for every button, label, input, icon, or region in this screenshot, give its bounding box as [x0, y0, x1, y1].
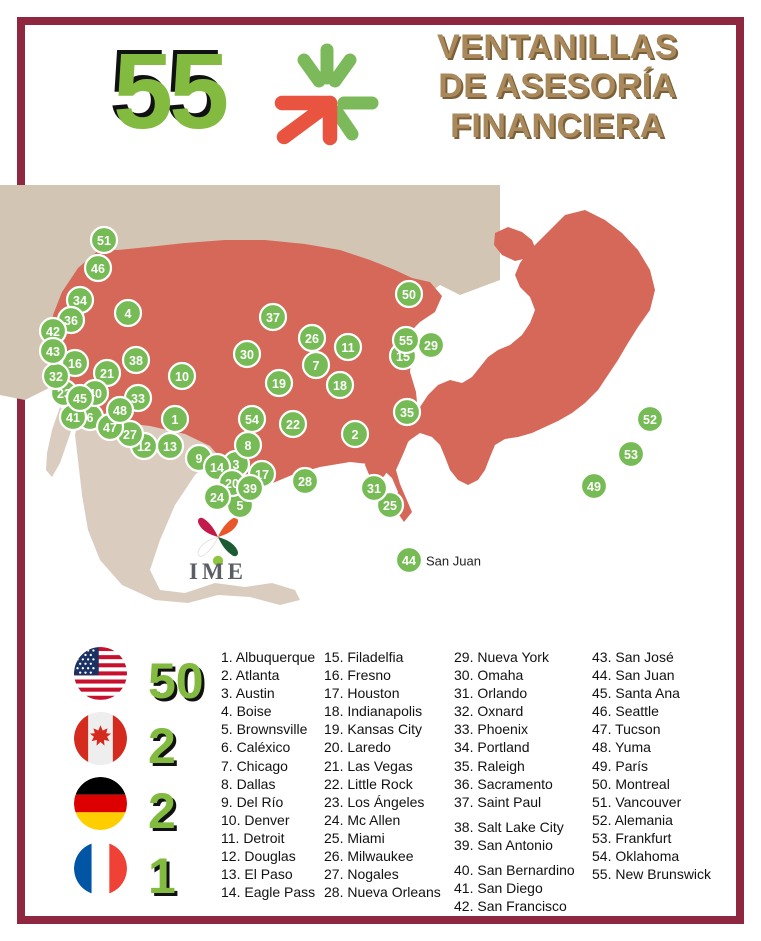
svg-text:37: 37	[266, 311, 280, 325]
svg-text:IME: IME	[189, 559, 247, 584]
svg-text:33: 33	[131, 392, 145, 406]
svg-text:26: 26	[305, 332, 319, 346]
svg-text:39: 39	[243, 482, 257, 496]
svg-text:8: 8	[245, 439, 252, 453]
svg-text:43: 43	[46, 345, 60, 359]
svg-text:San Juan: San Juan	[426, 554, 481, 569]
svg-text:29: 29	[424, 339, 438, 353]
svg-text:52: 52	[643, 413, 657, 427]
svg-text:53: 53	[624, 448, 638, 462]
svg-text:1: 1	[172, 413, 179, 427]
svg-text:54: 54	[245, 413, 259, 427]
svg-text:21: 21	[100, 367, 114, 381]
svg-text:51: 51	[97, 234, 111, 248]
svg-text:16: 16	[68, 357, 82, 371]
svg-text:6: 6	[87, 411, 94, 425]
svg-text:7: 7	[313, 359, 320, 373]
svg-text:13: 13	[163, 440, 177, 454]
svg-text:14: 14	[210, 461, 224, 475]
svg-text:22: 22	[286, 418, 300, 432]
svg-text:49: 49	[587, 480, 601, 494]
svg-text:45: 45	[73, 392, 87, 406]
svg-text:46: 46	[91, 262, 105, 276]
svg-text:11: 11	[341, 341, 354, 355]
svg-text:50: 50	[402, 288, 416, 302]
svg-text:27: 27	[123, 428, 137, 442]
svg-text:42: 42	[46, 325, 60, 339]
svg-text:31: 31	[367, 482, 381, 496]
svg-text:55: 55	[399, 334, 413, 348]
svg-text:35: 35	[400, 406, 414, 420]
svg-text:18: 18	[333, 379, 347, 393]
svg-text:25: 25	[383, 499, 397, 513]
svg-text:41: 41	[66, 411, 80, 425]
svg-text:4: 4	[125, 307, 132, 321]
svg-text:24: 24	[210, 491, 224, 505]
svg-text:19: 19	[272, 377, 286, 391]
svg-text:9: 9	[196, 452, 203, 466]
svg-text:38: 38	[129, 354, 143, 368]
svg-text:30: 30	[240, 348, 254, 362]
svg-text:28: 28	[298, 475, 312, 489]
svg-text:32: 32	[49, 370, 63, 384]
svg-text:2: 2	[352, 428, 359, 442]
svg-text:5: 5	[237, 499, 244, 513]
svg-text:10: 10	[175, 370, 189, 384]
svg-text:48: 48	[113, 404, 127, 418]
svg-text:44: 44	[402, 554, 416, 568]
svg-text:34: 34	[73, 294, 87, 308]
